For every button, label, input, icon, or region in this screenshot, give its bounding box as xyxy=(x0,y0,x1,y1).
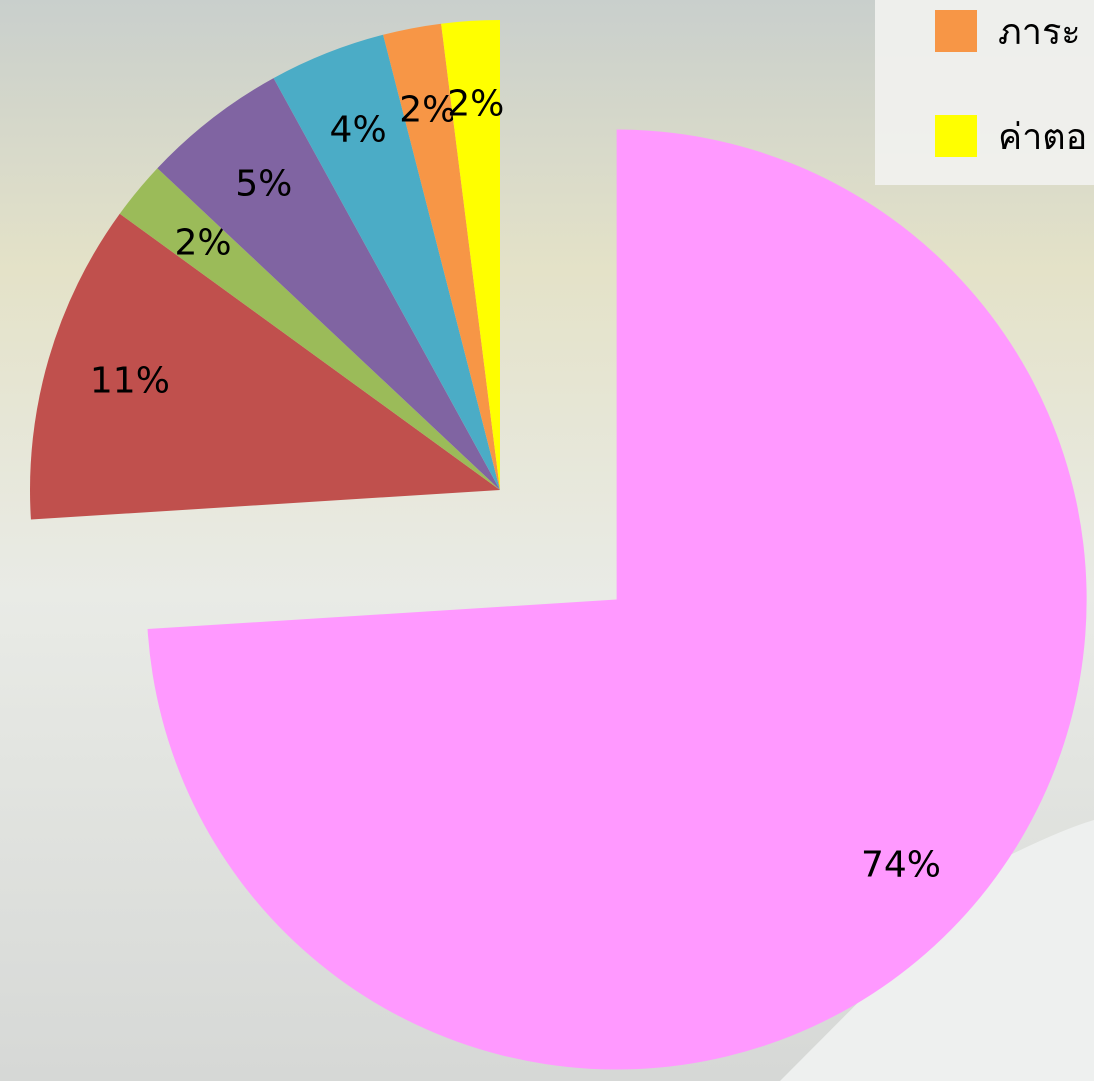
pie-slice xyxy=(273,34,500,490)
legend-swatch xyxy=(935,115,977,157)
pie-slice xyxy=(383,23,500,491)
legend-label: ภาระ xyxy=(998,12,1081,53)
pie-slice xyxy=(157,78,500,490)
data-label: 74% xyxy=(861,845,941,886)
pie-slice xyxy=(119,168,500,490)
data-label: 4% xyxy=(330,110,387,151)
legend-label: ค่าตอ xyxy=(998,117,1087,158)
data-label: 5% xyxy=(235,163,292,204)
legend-box xyxy=(875,0,1094,185)
pie-slice xyxy=(147,129,1087,1070)
data-label: 2% xyxy=(447,83,504,124)
data-label: 2% xyxy=(399,89,456,130)
background-shape xyxy=(780,820,1094,1081)
pie-slice xyxy=(441,20,500,490)
pie-slice xyxy=(29,213,500,520)
data-label: 2% xyxy=(174,222,231,263)
data-label: 11% xyxy=(90,360,170,401)
legend-swatch xyxy=(935,10,977,52)
